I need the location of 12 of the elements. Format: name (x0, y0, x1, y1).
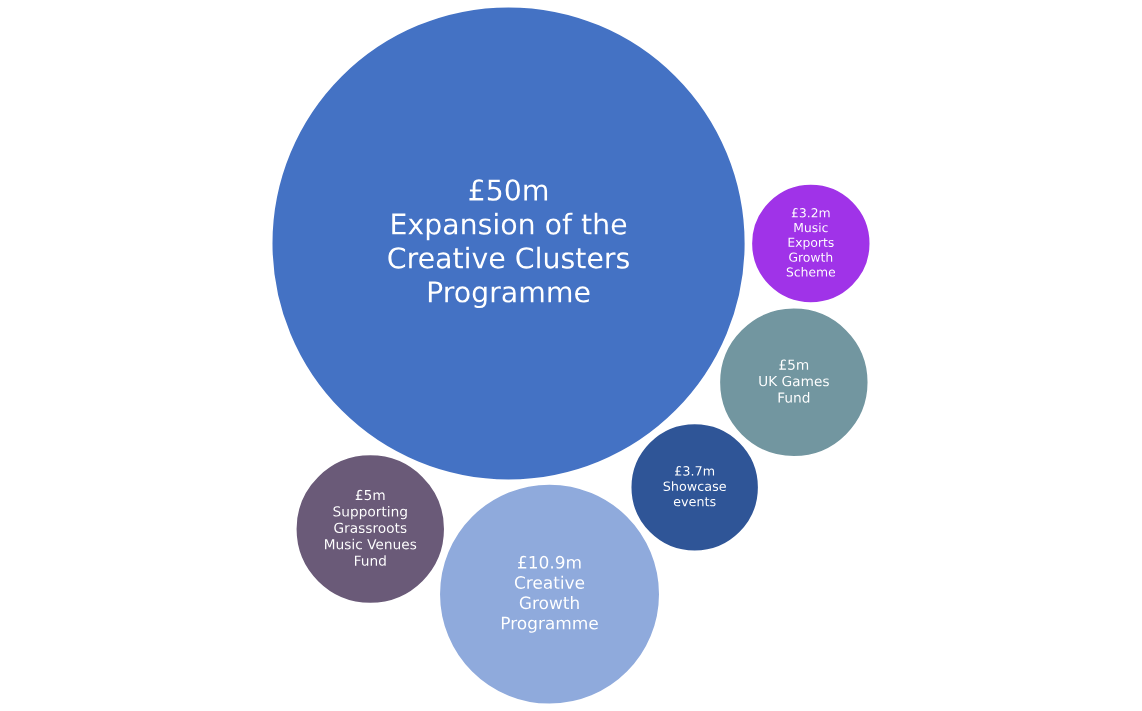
category-label: Music Exports Growth Scheme (786, 222, 836, 277)
data-label: £3.7m (675, 466, 715, 476)
category-label: Creative Growth Programme (501, 575, 598, 633)
data-label: £5m (355, 489, 385, 501)
category-label: Expansion of the Creative Clusters Programme (388, 212, 629, 309)
category-label: Supporting Grassroots Music Venues Fund (325, 505, 417, 566)
data-label: £10.9m (518, 555, 581, 569)
data-label: £50m (469, 179, 548, 201)
category-label: UK Games Fund (759, 375, 829, 403)
data-label: £5m (779, 359, 809, 370)
category-label: Showcase events (663, 481, 726, 507)
data-label: £3.2m (791, 208, 830, 218)
